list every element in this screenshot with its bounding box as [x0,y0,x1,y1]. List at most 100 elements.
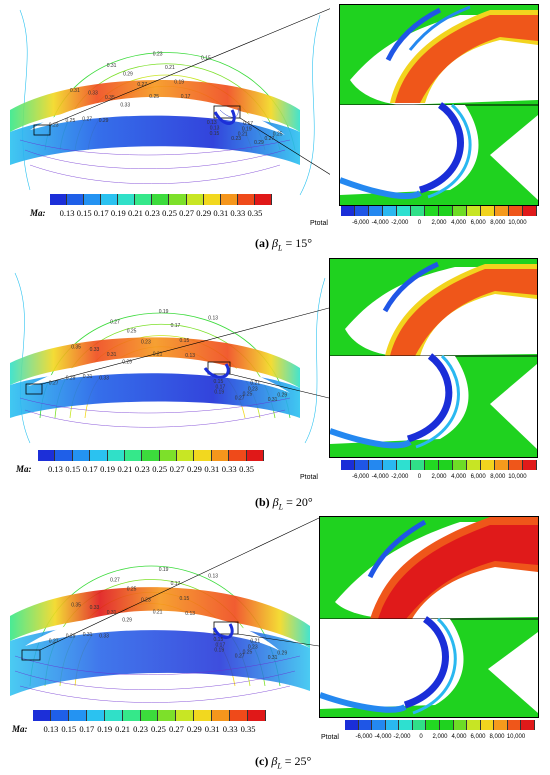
contour-label: 0.27 [49,638,59,644]
colorbar-tick-label: 2,000 [431,474,447,480]
colorbar-tick-label: -4,000 [371,474,389,480]
colorbar-tick-label: 0.25 [151,724,166,734]
contour-label: 0.19 [214,390,224,396]
contour-label: 0.21 [250,381,260,387]
colorbar-swatch [101,194,119,205]
contour-label: 0.19 [242,127,252,133]
colorbar-swatch [494,720,508,730]
contour-label: 0.13 [210,126,220,132]
caption-a: (a) βL = 15° [255,236,313,253]
contour-label: 0.21 [250,639,260,645]
contour-label: 0.31 [268,655,278,661]
colorbar-swatch [86,710,105,721]
contour-label: 0.19 [159,309,169,315]
contour-label: 0.15 [214,637,224,643]
contour-label: 0.27 [235,654,245,660]
colorbar-swatch [372,720,386,730]
contour-label: 0.33 [99,376,109,382]
mach-colorbar-c [33,710,266,721]
colorbar-swatch [72,450,91,461]
ptotal-colorbar-a [341,206,537,216]
colorbar-swatch [425,460,439,470]
colorbar-tick-label: 0.15 [65,464,81,474]
colorbar-swatch [397,460,411,470]
contour-label: 0.27 [49,380,59,386]
colorbar-swatch [481,460,495,470]
colorbar-tick-label: 2,000 [431,220,447,226]
contour-label: 0.23 [231,136,241,142]
colorbar-swatch [124,450,143,461]
contour-label: 0.31 [83,632,93,638]
colorbar-swatch [453,460,467,470]
mach-colorbar-a [50,194,272,205]
contour-label: 0.21 [153,352,163,358]
ptotal-colorbar-ticks: -6,000 -4,000 -2,000 0 2,000 4,000 6,000 8,000 1… [341,220,537,230]
colorbar-swatch [169,194,187,205]
colorbar-swatch [369,206,383,216]
colorbar-swatch [411,460,425,470]
contour-label: 0.31 [107,610,117,616]
colorbar-swatch [521,720,535,730]
colorbar-tick-label: 0.15 [61,724,77,734]
colorbar-tick-label: 0.31 [213,208,229,218]
colorbar-tick-label: 0.13 [59,208,75,218]
contour-label: 0.27 [235,396,245,402]
colorbar-tick-label: 0.21 [117,464,133,474]
colorbar-tick-label: 4,000 [451,474,467,480]
caption-c: (c) βL = 25° [255,754,312,771]
colorbar-swatch [345,720,359,730]
colorbar-tick-label: 0.23 [133,724,148,734]
colorbar-swatch [355,460,369,470]
zoom-view-b [329,258,538,458]
mach-colorbar-ticks: 0.13 0.15 0.17 0.19 0.21 0.23 0.25 0.27 0.29 0.31… [50,208,272,220]
colorbar-swatch [439,720,454,730]
contour-label: 0.25 [273,131,283,137]
colorbar-tick-label: 0.35 [239,464,255,474]
contour-label: 0.29 [99,118,109,124]
contour-label: 0.19 [159,567,169,573]
mach-colorbar-label: Ma: [16,464,32,474]
colorbar-swatch [159,450,177,461]
colorbar-swatch [122,710,141,721]
colorbar-tick-label: 0.17 [93,208,109,218]
colorbar-swatch [194,710,213,721]
contour-label: 0.25 [149,94,159,100]
colorbar-swatch [341,460,355,470]
colorbar-tick-label: -6,000 [352,474,370,480]
colorbar-tick-label: 4,000 [451,220,467,226]
mach-colorbar-b [38,450,264,461]
colorbar-swatch [194,450,212,461]
ptotal-colorbar-label: Ptotal [321,734,339,741]
colorbar-tick-label: 0.17 [79,724,95,734]
colorbar-tick-label: 10,000 [506,734,526,740]
colorbar-swatch [523,206,537,216]
colorbar-swatch [50,710,69,721]
colorbar-tick-label: -2,000 [391,220,409,226]
ptotal-colorbar-ticks: -6,000 -4,000 -2,000 0 2,000 4,000 6,000 8,000 1… [341,474,537,484]
contour-label: 0.25 [127,587,137,593]
colorbar-swatch [104,710,123,721]
colorbar-tick-label: 8,000 [490,474,506,480]
contour-label: 0.31 [268,397,278,403]
colorbar-swatch [453,206,467,216]
colorbar-tick-label: 0.21 [115,724,131,734]
colorbar-swatch [177,450,195,461]
contour-label: 0.19 [174,79,184,85]
colorbar-tick-label: 0 [417,220,422,226]
contour-label: 0.29 [66,376,76,382]
colorbar-tick-label: 0.31 [204,464,220,474]
colorbar-tick-label: 0.19 [100,464,115,474]
colorbar-swatch [383,460,397,470]
contour-label: 0.25 [66,118,76,124]
contour-label: 0.29 [122,618,132,624]
colorbar-tick-label: 0.19 [97,724,113,734]
ptotal-contour-plot-a [340,5,538,200]
colorbar-swatch [212,710,231,721]
contour-label: 0.27 [110,578,120,584]
colorbar-swatch [369,460,383,470]
colorbar-swatch [523,460,537,470]
colorbar-swatch [140,710,159,721]
colorbar-swatch [467,720,481,730]
contour-label: 0.13 [208,573,218,579]
colorbar-swatch [118,194,136,205]
